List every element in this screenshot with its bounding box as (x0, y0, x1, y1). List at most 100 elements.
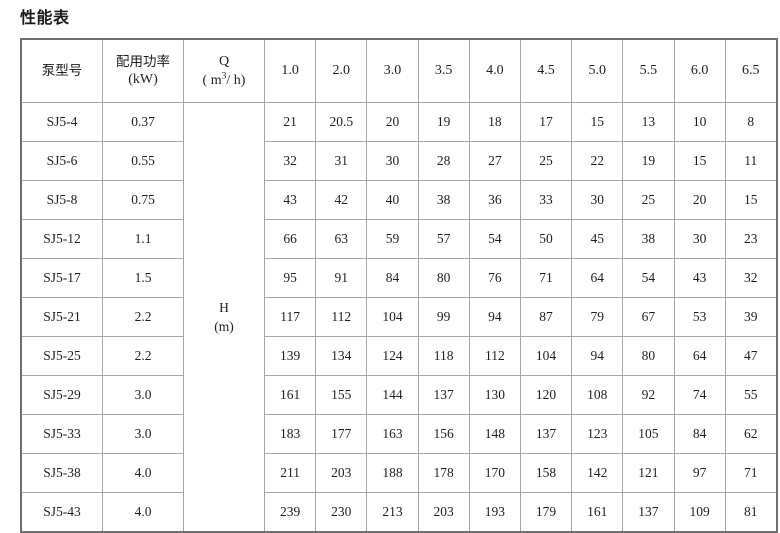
cell-head-value: 203 (417, 492, 470, 533)
cell-head-value: 91 (315, 258, 368, 298)
cell-head-value: 158 (519, 453, 573, 493)
header-flow-rate-symbol: Q (218, 54, 230, 69)
cell-head-value: 80 (622, 336, 675, 376)
cell-pump-model: SJ5-33 (20, 414, 103, 454)
header-flow-rate-unit-suffix: / h) (226, 73, 246, 88)
cell-head-value: 42 (315, 180, 368, 220)
cell-head-value: 161 (263, 375, 317, 415)
cell-head-value: 19 (622, 141, 675, 181)
cell-head-value: 71 (724, 453, 778, 493)
cell-head-value: 95 (263, 258, 317, 298)
cell-head-value: 104 (519, 336, 573, 376)
table-row: SJ5-4 0.37 H (m) 21 20.5 20 19 18 17 15 13 10 8 (20, 102, 778, 533)
cell-head-value: 59 (366, 219, 419, 259)
table-row: SJ5-17 1.5 95 91 84 80 76 71 64 54 43 32 (20, 258, 778, 298)
header-pump-model-label: 泵型号 (41, 62, 83, 79)
header-rated-power-label: 配用功率 (116, 54, 170, 70)
cell-head-value: 19 (417, 102, 470, 142)
cell-head-value: 33 (519, 180, 573, 220)
cell-head-value: 40 (366, 180, 419, 220)
cell-head-value: 20.5 (315, 102, 368, 142)
header-rated-power-unit: (kW) (128, 72, 158, 87)
cell-head-value: 15 (724, 180, 778, 220)
cell-head-value: 74 (673, 375, 726, 415)
cell-head-value: 230 (315, 492, 368, 533)
cell-pump-model: SJ5-21 (20, 297, 103, 337)
header-flow-rate-value: 5.0 (571, 38, 624, 103)
cell-rated-power: 0.37 (102, 102, 184, 142)
cell-head-value: 45 (571, 219, 624, 259)
table-row: SJ5-38 4.0 211 203 188 178 170 158 142 121 97 71 (20, 453, 778, 493)
cell-head-value: 38 (417, 180, 470, 220)
cell-pump-model: SJ5-25 (20, 336, 103, 376)
cell-head-value: 178 (417, 453, 470, 493)
cell-head-value: 63 (315, 219, 368, 259)
cell-rated-power: 3.0 (102, 414, 184, 454)
header-flow-rate-unit-prefix: ( m (202, 73, 222, 88)
cell-rated-power: 3.0 (102, 375, 184, 415)
cell-head-value: 30 (571, 180, 624, 220)
header-flow-rate-value: 6.5 (724, 38, 778, 103)
cell-head-value: 43 (673, 258, 726, 298)
header-flow-rate-unit: ( m3/ h) (184, 71, 264, 90)
table-row: SJ5-12 1.1 66 63 59 57 54 50 45 38 30 23 (20, 219, 778, 259)
cell-head-value: 76 (468, 258, 521, 298)
header-flow-rate-value: 2.0 (315, 38, 368, 103)
cell-rated-power: 2.2 (102, 336, 184, 376)
performance-table-container: 泵型号 配用功率 (kW) Q( m3/ h) 1.0 2.0 3.0 3.5 4.0 4.5 5.… (20, 38, 778, 533)
cell-head-value: 179 (519, 492, 573, 533)
cell-head-value: 121 (622, 453, 675, 493)
cell-head-value: 25 (622, 180, 675, 220)
cell-head-value: 25 (519, 141, 573, 181)
cell-head-value: 112 (468, 336, 521, 376)
cell-head-value: 31 (315, 141, 368, 181)
header-rated-power: 配用功率 (kW) (102, 38, 184, 103)
cell-head-value: 39 (724, 297, 778, 337)
cell-head-value: 161 (571, 492, 624, 533)
cell-head-value: 62 (724, 414, 778, 454)
cell-rated-power: 4.0 (102, 492, 184, 533)
cell-head-value: 57 (417, 219, 470, 259)
cell-head-value: 183 (263, 414, 317, 454)
cell-rated-power: 1.5 (102, 258, 184, 298)
header-flow-rate-unit-exponent: 3 (221, 71, 227, 82)
cell-head-value: 18 (468, 102, 521, 142)
cell-head-value: 108 (571, 375, 624, 415)
cell-head-value: 20 (673, 180, 726, 220)
cell-head-value: 36 (468, 180, 521, 220)
cell-head-value: 87 (519, 297, 573, 337)
cell-head-value: 21 (263, 102, 317, 142)
table-row: SJ5-6 0.55 32 31 30 28 27 25 22 19 15 11 (20, 141, 778, 181)
header-head-unit: H (m) (183, 102, 265, 533)
cell-head-value: 71 (519, 258, 573, 298)
table-row: SJ5-21 2.2 117 112 104 99 94 87 79 67 53 39 (20, 297, 778, 337)
header-flow-rate-value: 4.5 (519, 38, 573, 103)
cell-head-value: 15 (571, 102, 624, 142)
header-flow-rate-value: 3.0 (366, 38, 419, 103)
cell-pump-model: SJ5-12 (20, 219, 103, 259)
cell-head-value: 55 (724, 375, 778, 415)
cell-pump-model: SJ5-17 (20, 258, 103, 298)
cell-head-value: 99 (417, 297, 470, 337)
cell-head-value: 139 (263, 336, 317, 376)
header-flow-rate-value: 5.5 (622, 38, 675, 103)
cell-head-value: 134 (315, 336, 368, 376)
cell-head-value: 177 (315, 414, 368, 454)
table-row: SJ5-8 0.75 43 42 40 38 36 33 30 25 20 15 (20, 180, 778, 220)
page-root: 性能表 泵型号 配用功率 (kW) Q( m3/ h) 1.0 2.0 3.0 3.5 4.0 4… (20, 8, 778, 533)
cell-pump-model: SJ5-29 (20, 375, 103, 415)
cell-rated-power: 2.2 (102, 297, 184, 337)
cell-head-value: 27 (468, 141, 521, 181)
performance-table: 泵型号 配用功率 (kW) Q( m3/ h) 1.0 2.0 3.0 3.5 4.0 4.5 5.… (20, 38, 778, 533)
cell-head-value: 50 (519, 219, 573, 259)
header-head-unit-label: (m) (214, 319, 234, 334)
cell-head-value: 120 (519, 375, 573, 415)
cell-head-value: 47 (724, 336, 778, 376)
cell-head-value: 170 (468, 453, 521, 493)
cell-head-value: 15 (673, 141, 726, 181)
cell-rated-power: 4.0 (102, 453, 184, 493)
cell-head-value: 142 (571, 453, 624, 493)
cell-head-value: 193 (468, 492, 521, 533)
cell-head-value: 137 (519, 414, 573, 454)
cell-head-value: 188 (366, 453, 419, 493)
